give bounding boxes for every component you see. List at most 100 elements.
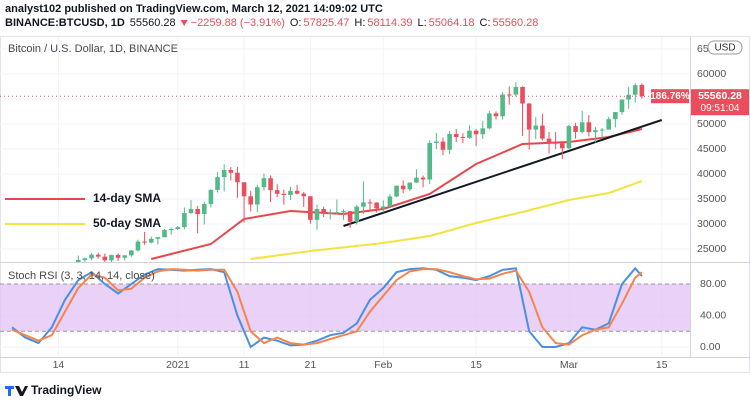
- candle-body: [573, 126, 578, 132]
- candle-body: [268, 178, 273, 191]
- y-tick-label: 40000: [697, 168, 726, 180]
- candle-body: [314, 209, 320, 220]
- candle-body: [480, 128, 486, 135]
- candle-body: [387, 196, 393, 207]
- candle-body: [221, 170, 227, 178]
- candle-body: [288, 190, 293, 195]
- y-tick-label: 40.00: [700, 309, 726, 321]
- candle-body: [208, 189, 214, 205]
- candle-body: [241, 182, 247, 197]
- x-tick-label: 14: [53, 359, 65, 371]
- brand-name: TradingView: [31, 383, 102, 397]
- candle-body: [155, 237, 161, 239]
- stoch-line: [11, 268, 643, 346]
- y-tick-label: 50000: [697, 118, 726, 130]
- candle-body: [308, 196, 313, 220]
- candle-body: [440, 141, 446, 150]
- candle-body: [115, 254, 121, 258]
- candle-body: [195, 209, 200, 215]
- currency-badge: [707, 40, 743, 55]
- candle-body: [427, 143, 433, 180]
- overlay: 2500030000350004000045000500005500060000…: [5, 20, 749, 371]
- change-arrow: [180, 20, 188, 26]
- candle-body: [540, 125, 545, 139]
- candle-body: [327, 212, 333, 214]
- candle-body: [281, 193, 287, 195]
- candle-body: [235, 172, 240, 183]
- header-field: L:: [417, 17, 426, 29]
- legend-bg: [90, 191, 158, 207]
- candle-body: [500, 94, 505, 117]
- candle-body: [354, 206, 360, 222]
- candle-body: [593, 130, 598, 133]
- x-tick-label: Feb: [374, 359, 392, 371]
- x-tick-label: 15: [470, 359, 482, 371]
- candle-body: [493, 113, 499, 117]
- candle-body: [533, 125, 539, 130]
- stoch-panel: [0, 266, 690, 349]
- candle-body: [606, 119, 612, 130]
- candle-body: [553, 142, 558, 144]
- candle-body: [76, 260, 81, 262]
- sma-line: [150, 128, 643, 260]
- x-tick-label: Mar: [560, 359, 579, 371]
- candle-body: [613, 112, 618, 120]
- candle-body: [506, 94, 512, 96]
- candle-body: [301, 193, 307, 197]
- candle-body: [228, 170, 234, 173]
- y-tick-label: 80.00: [700, 278, 726, 290]
- candle-body: [175, 227, 181, 229]
- header-field: 55560.28: [130, 17, 176, 29]
- candle-body: [560, 143, 565, 149]
- candle-body: [274, 190, 280, 194]
- y-tick-label: 45000: [697, 143, 726, 155]
- x-tick-label: 21: [305, 359, 317, 371]
- header-field: −2259.88 (−3.91%): [191, 17, 285, 29]
- candle-body: [367, 202, 373, 204]
- header-field: C:: [480, 17, 491, 29]
- band-fill: [0, 284, 690, 332]
- candle-body: [579, 122, 585, 132]
- candle-body: [361, 202, 366, 207]
- header-field: 55560.28: [493, 17, 539, 29]
- chart-title: Stoch RSI (3, 3, 14, 14, close): [8, 270, 155, 282]
- candle-body: [400, 185, 406, 190]
- x-tick-label: 15: [656, 359, 668, 371]
- candle-body: [261, 178, 267, 188]
- x-tick-label: 11: [239, 359, 250, 371]
- candle-body: [619, 99, 625, 113]
- header-field: 57825.47: [303, 17, 349, 29]
- candle-body: [122, 255, 128, 258]
- legend-label: 50-day SMA: [93, 216, 161, 230]
- candle-body: [347, 211, 353, 222]
- legend-label: 14-day SMA: [93, 191, 161, 205]
- chart-title: Bitcoin / U.S. Dollar, 1D, BINANCE: [8, 43, 178, 55]
- candle-body: [420, 177, 426, 180]
- publish-line: analyst102 published on TradingView.com,…: [5, 3, 383, 15]
- candle-body: [434, 141, 439, 143]
- candle-body: [520, 86, 525, 104]
- header-field: 58114.39: [367, 17, 412, 29]
- y-tick-label: 0.00: [700, 341, 721, 353]
- candle-body: [487, 113, 492, 129]
- percent-label: 186.76%: [650, 91, 690, 102]
- candle-body: [546, 138, 552, 143]
- y-tick-label: 30000: [697, 218, 726, 230]
- header-field: O:: [290, 17, 302, 29]
- candle-body: [626, 94, 631, 100]
- candle-body: [148, 238, 154, 243]
- candle-body: [639, 84, 645, 97]
- candle-body: [467, 130, 472, 138]
- price-panel: [0, 82, 690, 262]
- candle-body: [188, 209, 194, 213]
- candle-body: [374, 202, 379, 209]
- candle-body: [407, 182, 413, 190]
- candle-body: [447, 133, 452, 150]
- candle-body: [168, 229, 174, 230]
- header-field: H:: [354, 17, 365, 29]
- grid: [0, 37, 690, 357]
- percent-box: [651, 89, 689, 104]
- candle-body: [95, 254, 101, 257]
